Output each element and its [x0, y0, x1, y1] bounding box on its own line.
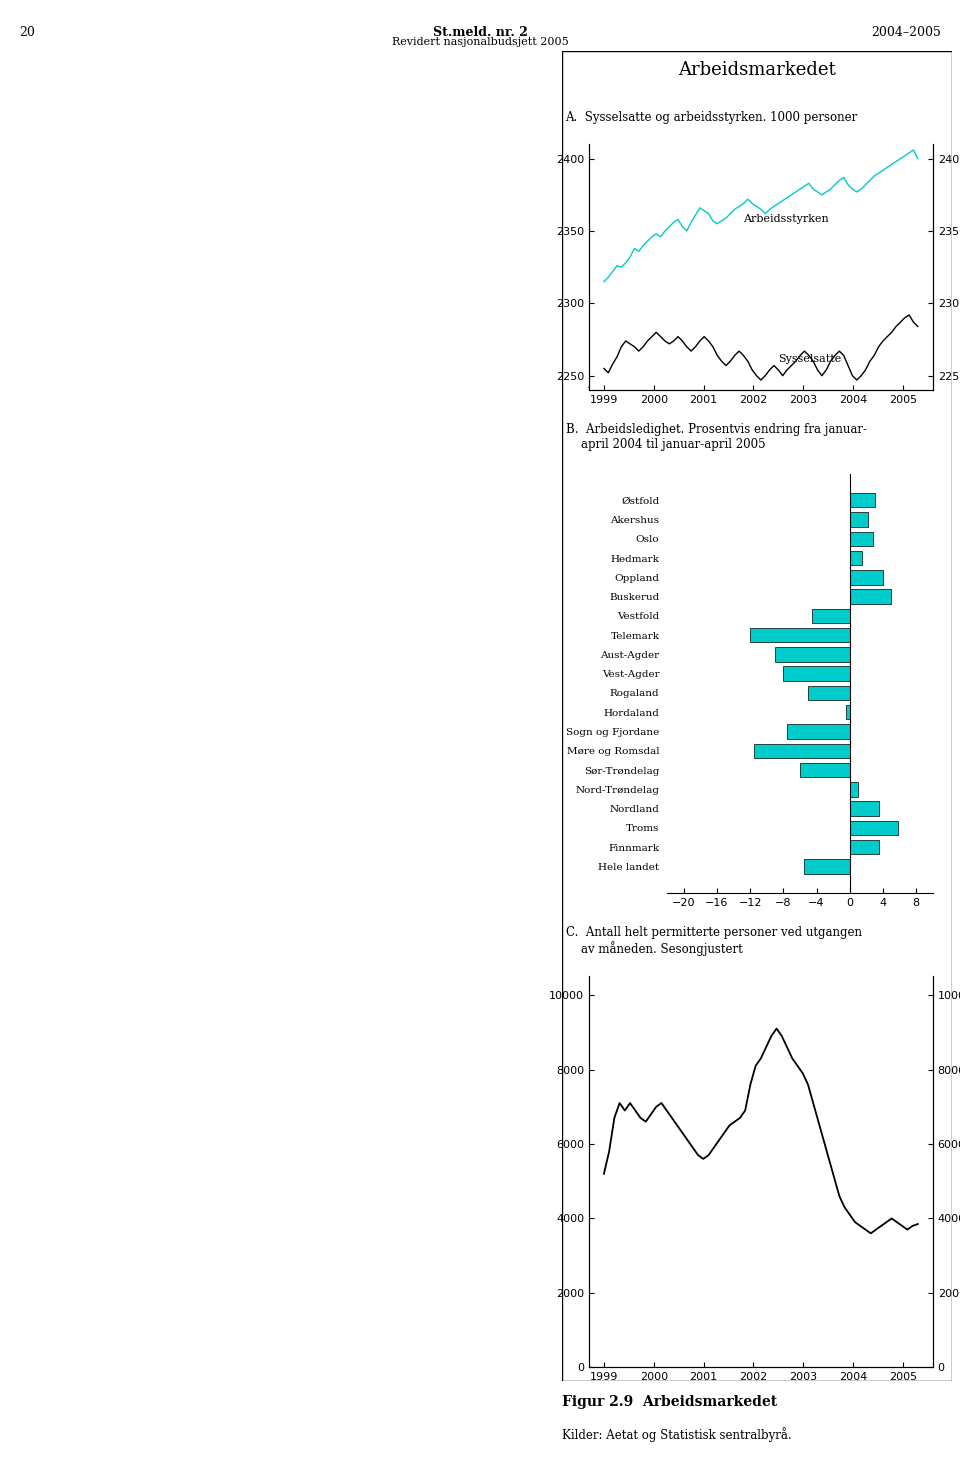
Bar: [775, 647, 850, 662]
Bar: [850, 589, 891, 603]
Text: B.  Arbeidsledighet. Prosentvis endring fra januar-
    april 2004 til januar-ap: B. Arbeidsledighet. Prosentvis endring f…: [565, 424, 867, 451]
Bar: [808, 685, 850, 700]
Text: St.meld. nr. 2: St.meld. nr. 2: [433, 26, 527, 39]
Text: 20: 20: [19, 26, 36, 39]
Text: Figur 2.9  Arbeidsmarkedet: Figur 2.9 Arbeidsmarkedet: [562, 1395, 777, 1410]
Bar: [850, 821, 898, 836]
Bar: [755, 744, 850, 758]
Text: C.  Antall helt permitterte personer ved utgangen
    av måneden. Sesongjustert: C. Antall helt permitterte personer ved …: [565, 926, 861, 955]
Bar: [804, 859, 850, 874]
Bar: [850, 513, 868, 526]
Bar: [750, 628, 850, 643]
Bar: [850, 551, 862, 565]
Bar: [787, 725, 850, 739]
Bar: [850, 532, 873, 546]
Bar: [850, 802, 878, 815]
Text: 2004–2005: 2004–2005: [871, 26, 941, 39]
Bar: [850, 782, 858, 796]
Bar: [850, 570, 883, 584]
Text: Sysselsatte: Sysselsatte: [779, 354, 842, 364]
Bar: [800, 763, 850, 777]
Bar: [812, 609, 850, 622]
Text: Kilder: Aetat og Statistisk sentralbyrå.: Kilder: Aetat og Statistisk sentralbyrå.: [562, 1427, 791, 1442]
Text: Arbeidsstyrken: Arbeidsstyrken: [743, 213, 829, 224]
Bar: [850, 492, 875, 507]
Text: A.  Sysselsatte og arbeidsstyrken. 1000 personer: A. Sysselsatte og arbeidsstyrken. 1000 p…: [565, 111, 857, 124]
Bar: [846, 706, 850, 719]
Bar: [850, 840, 878, 855]
Text: Revidert nasjonalbudsjett 2005: Revidert nasjonalbudsjett 2005: [392, 37, 568, 47]
Text: Arbeidsmarkedet: Arbeidsmarkedet: [678, 61, 836, 79]
Bar: [783, 666, 850, 681]
